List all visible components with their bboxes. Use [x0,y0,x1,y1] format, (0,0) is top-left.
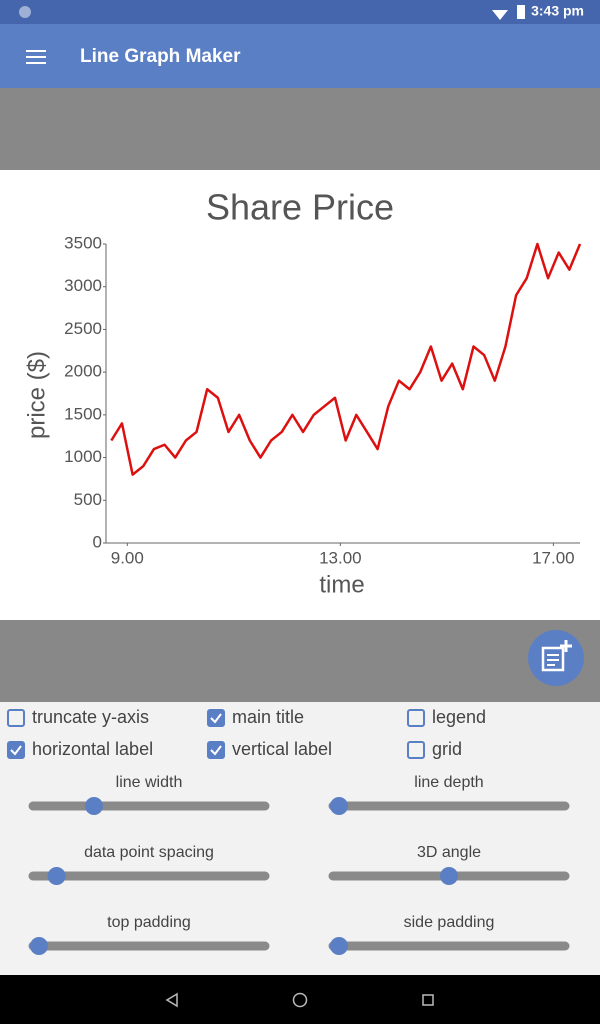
checkbox[interactable] [407,741,425,759]
nav-back[interactable] [165,992,178,1008]
x-tick-label: 9.00 [111,548,144,567]
check-mark [10,745,22,756]
app-bar [0,24,600,88]
checkbox[interactable] [207,709,225,727]
y-axis-label: price ($) [23,351,50,439]
check-mark [210,745,222,756]
nav-bar [0,975,600,1024]
slider-thumb[interactable] [330,797,348,815]
checkbox-label[interactable]: horizontal label [32,739,153,759]
status-time: 3:43 pm [531,3,584,19]
checkbox-box[interactable] [7,709,25,727]
x-tick-label: 13.00 [319,548,362,567]
checkbox-label[interactable]: truncate y-axis [32,707,149,727]
wifi-icon [492,10,508,20]
y-tick-label: 500 [74,490,102,509]
checkbox-label[interactable]: vertical label [232,739,332,759]
app-title: Line Graph Maker [80,46,241,67]
x-axis-label: time [319,571,364,598]
x-tick-label: 17.00 [532,548,575,567]
slider-thumb[interactable] [47,867,66,885]
checkbox[interactable] [7,709,25,727]
slider-label: line depth [414,774,483,791]
gray-band [0,620,600,702]
slider-thumb[interactable] [330,937,348,955]
controls-panel [0,702,600,975]
check-mark [210,713,222,724]
chart-title: Share Price [206,187,394,228]
checkbox-label[interactable]: grid [432,739,462,759]
checkbox-box[interactable] [207,741,225,759]
gray-band [0,88,600,170]
line [110,242,582,476]
checkbox-box[interactable] [207,709,225,727]
chart-area [0,170,600,620]
status-icon [19,6,31,18]
checkbox[interactable] [207,741,225,759]
checkbox-label[interactable]: legend [432,707,486,727]
slider-label: data point spacing [84,844,214,861]
y-tick-label: 1000 [64,447,102,466]
checkbox-box[interactable] [7,741,25,759]
slider-label: line width [116,774,183,791]
y-tick-label: 3500 [64,233,102,252]
menu-button[interactable] [26,50,46,64]
checkbox-box[interactable] [407,709,425,727]
checkbox-box[interactable] [407,741,425,759]
y-tick-label: 3000 [64,276,102,295]
slider-thumb[interactable] [440,867,458,885]
fab[interactable] [528,630,584,686]
y-tick-label: 0 [93,532,102,551]
nav-recent[interactable] [422,994,434,1006]
y-tick-label: 2000 [64,362,102,381]
slider-label: side padding [404,914,495,931]
checkbox[interactable] [7,741,25,759]
nav-home[interactable] [292,992,308,1008]
y-tick-label: 2500 [64,319,102,338]
slider-label: 3D angle [417,844,481,861]
checkbox[interactable] [407,709,425,727]
y-tick-label: 1500 [64,404,102,423]
slider-thumb[interactable] [85,797,103,815]
status-bar [0,0,600,24]
slider-label: top padding [107,914,191,931]
battery-icon [517,5,525,19]
slider-thumb[interactable] [30,937,48,955]
checkbox-label[interactable]: main title [232,707,304,727]
